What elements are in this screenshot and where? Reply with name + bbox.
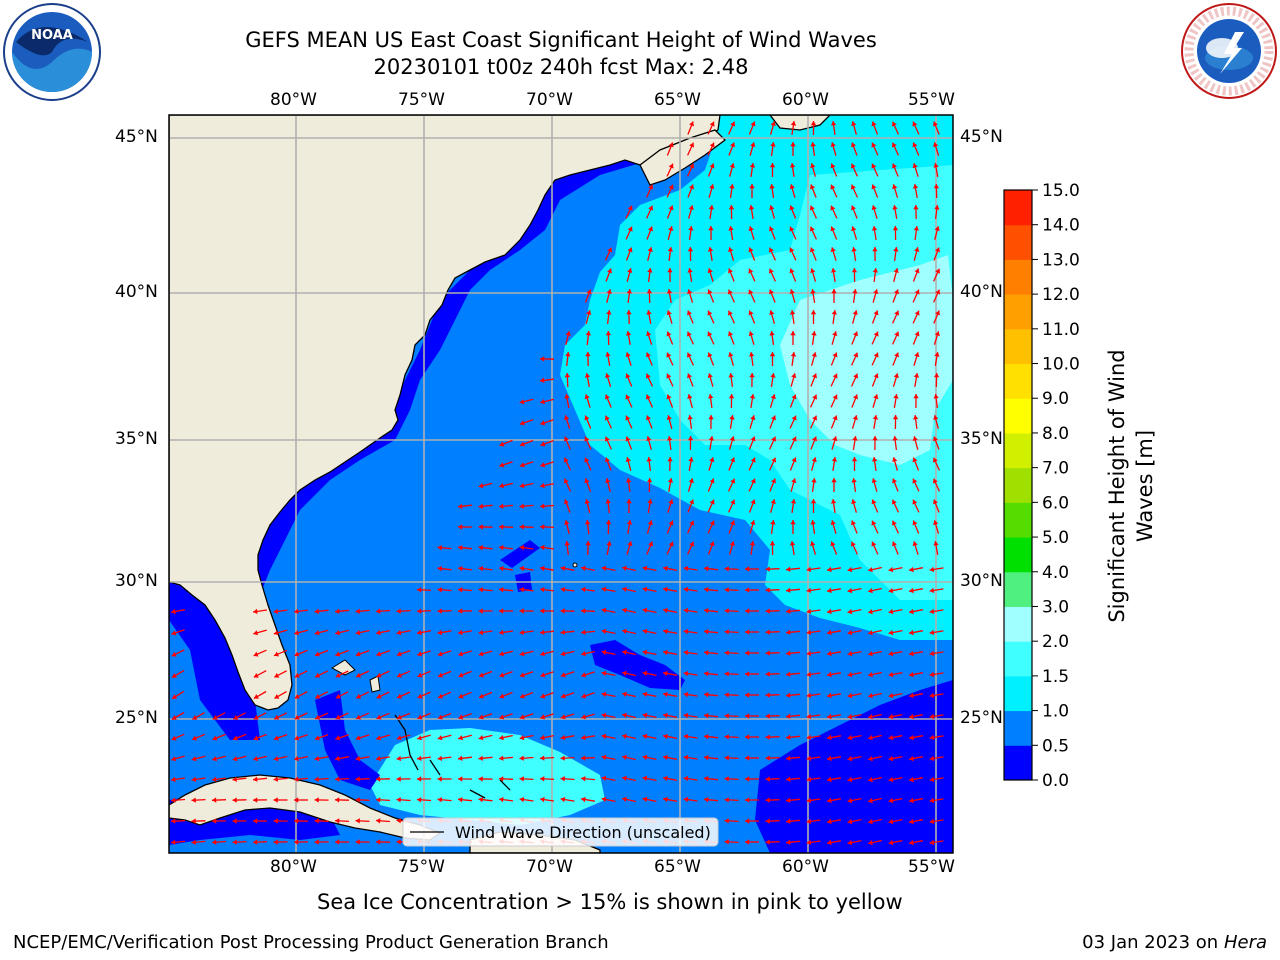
- lat-label-right-40: 40°N: [960, 282, 1003, 302]
- colorbar-tick-label: 6.0: [1042, 493, 1069, 513]
- map-field: [169, 115, 953, 853]
- map-frame: [168, 114, 954, 854]
- legend-label: Wind Wave Direction (unscaled): [455, 823, 711, 842]
- lat-label-left-40: 40°N: [115, 282, 158, 302]
- lon-label-top-70: 70°W: [526, 90, 573, 110]
- lat-label-left-45: 45°N: [115, 127, 158, 147]
- colorbar-tick-label: 14.0: [1042, 216, 1080, 236]
- lon-label-top-65: 65°W: [654, 90, 701, 110]
- colorbar-tick-label: 10.0: [1042, 355, 1080, 375]
- colorbar-label-line1: Significant Height of Wind: [1105, 349, 1129, 623]
- colorbar-tick-label: 1.0: [1042, 702, 1069, 722]
- colorbar-segment: [1004, 328, 1032, 365]
- colorbar-segment: [1004, 432, 1032, 469]
- colorbar-tick-label: 13.0: [1042, 250, 1080, 270]
- lat-label-left-25: 25°N: [115, 708, 158, 728]
- colorbar-tick-label: 2.0: [1042, 632, 1069, 652]
- colorbar-segment: [1004, 571, 1032, 607]
- colorbar-tick-label: 5.0: [1042, 528, 1069, 548]
- graticule: [169, 115, 953, 853]
- colorbar-segment: [1004, 606, 1032, 642]
- wave-zone-0-0.5-se: [755, 680, 953, 853]
- colorbar-segment: [1004, 398, 1032, 434]
- lon-label-bottom-55: 55°W: [908, 857, 955, 877]
- noaa-logo: NOAA: [3, 3, 101, 101]
- lat-label-left-35: 35°N: [115, 429, 158, 449]
- colorbar-tick-label: 8.0: [1042, 424, 1069, 444]
- chart-title: GEFS MEAN US East Coast Significant Heig…: [245, 28, 877, 52]
- run-date-text: 03 Jan 2023 on: [1082, 932, 1224, 953]
- lat-label-right-30: 30°N: [960, 571, 1003, 591]
- colorbar-tick-label: 0.5: [1042, 736, 1069, 756]
- colorbar-tick-label: 15.0: [1042, 181, 1080, 201]
- machine-name: Hera: [1223, 932, 1267, 953]
- arrow-legend: Wind Wave Direction (unscaled): [402, 817, 719, 847]
- colorbar-segment: [1004, 190, 1032, 226]
- colorbar-label: Significant Height of Wind Waves [m]: [1093, 336, 1173, 636]
- lon-label-bottom-75: 75°W: [398, 857, 445, 877]
- colorbar-segment: [1004, 467, 1032, 503]
- land-north-america: [169, 115, 721, 711]
- colorbar-segment: [1004, 537, 1032, 573]
- noaa-logo-text: NOAA: [31, 28, 73, 43]
- lon-label-bottom-65: 65°W: [654, 857, 701, 877]
- nws-logo: [1181, 3, 1277, 99]
- chart-subtitle: 20230101 t00z 240h fcst Max: 2.48: [373, 55, 749, 79]
- lon-label-top-55: 55°W: [908, 90, 955, 110]
- run-date: 03 Jan 2023 on Hera: [1082, 932, 1267, 953]
- colorbar-segment: [1004, 224, 1032, 260]
- colorbar-tick-label: 12.0: [1042, 285, 1080, 305]
- colorbar-tick-label: 7.0: [1042, 459, 1069, 479]
- lat-label-left-30: 30°N: [115, 571, 158, 591]
- colorbar-segment: [1004, 641, 1032, 677]
- colorbar-tick-label: 0.0: [1042, 771, 1069, 791]
- colorbar-tick-label: 3.0: [1042, 597, 1069, 617]
- wave-zone-2-3: [780, 255, 953, 465]
- lat-label-right-45: 45°N: [960, 127, 1003, 147]
- colorbar-segment: [1004, 363, 1032, 399]
- lon-label-bottom-60: 60°W: [782, 857, 829, 877]
- colorbar-tick-label: 9.0: [1042, 389, 1069, 409]
- colorbar-tick-label: 1.5: [1042, 667, 1069, 687]
- land-nova-scotia: [639, 129, 726, 186]
- lon-label-top-75: 75°W: [398, 90, 445, 110]
- colorbar-segment: [1004, 502, 1032, 538]
- lat-label-right-25: 25°N: [960, 708, 1003, 728]
- colorbar: 0.0 0.5 1.0 1.5 2.0 3.0 4.0 5.0 6.0 7.0 8.0 9.0 10.0…: [1003, 181, 1080, 791]
- lon-label-top-80: 80°W: [270, 90, 317, 110]
- lon-label-top-60: 60°W: [782, 90, 829, 110]
- lon-label-bottom-80: 80°W: [270, 857, 317, 877]
- colorbar-tick-label: 11.0: [1042, 320, 1080, 340]
- lon-label-bottom-70: 70°W: [526, 857, 573, 877]
- branch-credit: NCEP/EMC/Verification Post Processing Pr…: [13, 932, 609, 953]
- wave-zone-0-0.5-bahamas: [590, 640, 685, 690]
- colorbar-segment: [1004, 710, 1032, 746]
- colorbar-segment: [1004, 745, 1032, 781]
- colorbar-segment: [1004, 259, 1032, 295]
- land-newfoundland: [769, 115, 831, 131]
- lat-label-right-35: 35°N: [960, 429, 1003, 449]
- colorbar-label-line2: Waves [m]: [1133, 429, 1157, 543]
- colorbar-segment: [1004, 294, 1032, 330]
- colorbar-tick-label: 4.0: [1042, 563, 1069, 583]
- sea-ice-note: Sea Ice Concentration > 15% is shown in …: [317, 890, 903, 914]
- colorbar-segment: [1004, 675, 1032, 712]
